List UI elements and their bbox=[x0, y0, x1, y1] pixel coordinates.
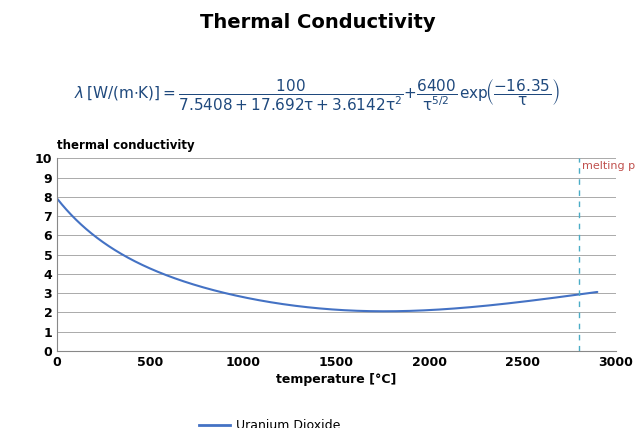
Legend: Uranium Dioxide: Uranium Dioxide bbox=[199, 419, 340, 428]
X-axis label: temperature [°C]: temperature [°C] bbox=[276, 373, 397, 386]
Text: Thermal Conductivity: Thermal Conductivity bbox=[199, 13, 436, 32]
Text: $\lambda\,\mathsf{[W/(m{\cdot}K)]}=$$\mathsf{\dfrac{100}{7.5408+17.692\tau+3.614: $\lambda\,\mathsf{[W/(m{\cdot}K)]}=$$\ma… bbox=[74, 77, 561, 113]
Text: thermal conductivity: thermal conductivity bbox=[57, 139, 195, 152]
Text: melting point: 2800°C: melting point: 2800°C bbox=[582, 161, 635, 171]
